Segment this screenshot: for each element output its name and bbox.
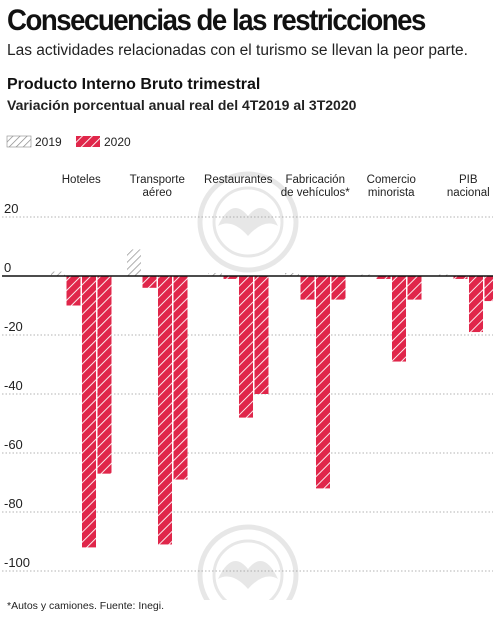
category-label: PIB	[459, 174, 478, 186]
bar-2019-4t2019	[208, 273, 222, 276]
bar-2020-2t2020	[316, 276, 330, 489]
subheadline: Las actividades relacionadas con el turi…	[7, 42, 468, 59]
category-label: Hoteles	[62, 174, 101, 186]
watermark-seal-top	[197, 171, 299, 273]
footnote: *Autos y camiones. Fuente: Inegi.	[7, 600, 165, 612]
bar-2020-2t2020	[158, 276, 172, 545]
bar-2020-3t2020	[97, 276, 112, 474]
watermark-seal-bottom	[197, 524, 299, 600]
bar-2019-4t2019	[285, 273, 299, 276]
y-tick-label: -60	[4, 437, 23, 452]
category-label: Transporte	[130, 174, 185, 186]
y-axis: 20 0 -20 -40 -60 -80 -100	[2, 201, 493, 570]
y-tick-label: 0	[4, 260, 11, 275]
headline: Consecuencias de las restricciones	[7, 4, 426, 37]
bar-2020-1t2020	[66, 276, 81, 306]
bar-2020-1t2020	[300, 276, 315, 300]
bar-2019-4t2019	[51, 271, 65, 276]
legend-swatch-2020	[76, 136, 100, 147]
bar-2020-1t2020	[453, 276, 468, 279]
bar-2019-4t2019	[127, 249, 141, 276]
bar-2020-2t2020	[82, 276, 96, 548]
category-label: minorista	[368, 187, 415, 199]
category-label: de vehículos*	[281, 187, 351, 199]
y-tick-label: -40	[4, 378, 23, 393]
bars	[51, 249, 493, 548]
legend: 2019 2020	[6, 135, 131, 149]
bar-2020-2t2020	[392, 276, 406, 362]
chart-subtitle: Variación porcentual anual real del 4T20…	[7, 97, 357, 113]
bar-2020-3t2020	[254, 276, 269, 394]
bar-2020-3t2020	[331, 276, 346, 300]
y-tick-label: -80	[4, 496, 23, 511]
category-label: Restaurantes	[204, 174, 273, 186]
bar-2020-3t2020	[407, 276, 422, 300]
bar-2020-2t2020	[469, 276, 483, 333]
category-label: Comercio	[367, 174, 416, 186]
y-tick-label: -100	[4, 555, 30, 570]
category-label: aéreo	[143, 187, 172, 199]
bar-2020-1t2020	[142, 276, 157, 288]
chart-title: Producto Interno Bruto trimestral	[7, 76, 261, 93]
category-label: Fabricación	[286, 174, 345, 186]
bar-2020-2t2020	[239, 276, 253, 418]
legend-label-2019: 2019	[35, 135, 62, 149]
legend-label-2020: 2020	[104, 135, 131, 149]
bar-2020-3t2020	[484, 276, 493, 302]
bar-2020-1t2020	[223, 276, 238, 279]
legend-swatch-2019	[6, 135, 32, 148]
category-label: nacional	[447, 187, 490, 199]
bar-2020-1t2020	[376, 276, 391, 279]
y-tick-label: 20	[4, 201, 18, 216]
bar-2020-3t2020	[173, 276, 188, 480]
y-tick-label: -20	[4, 319, 23, 334]
